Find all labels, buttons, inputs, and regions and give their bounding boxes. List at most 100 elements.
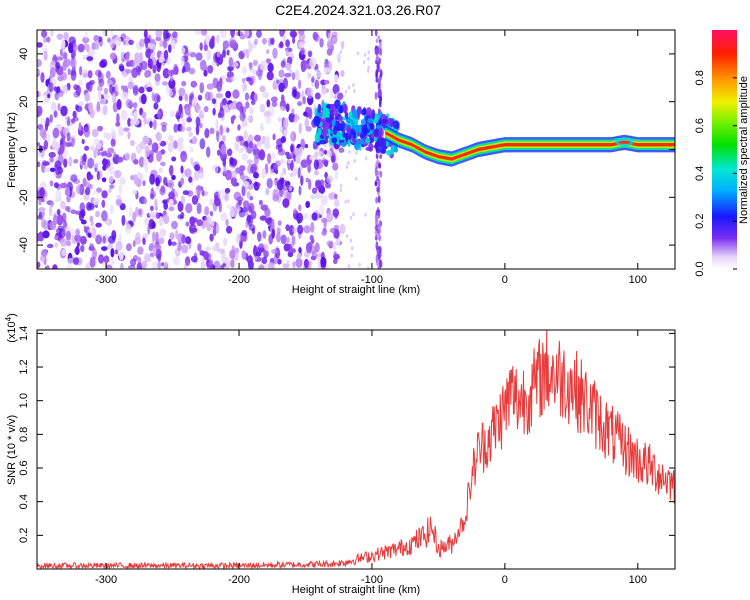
spectrogram-cell xyxy=(269,168,275,175)
spectrogram-cell xyxy=(313,115,321,127)
spectrogram-cell xyxy=(195,116,201,127)
spectrogram-cell xyxy=(149,121,153,128)
spectrogram-cell xyxy=(272,133,276,141)
snr-scale-label: (x104) xyxy=(4,313,18,343)
spectrogram-cell xyxy=(262,91,270,99)
spectrogram-cell xyxy=(39,255,46,263)
spectrogram-cell xyxy=(320,256,327,268)
spectrogram-cell xyxy=(304,143,309,149)
spectrogram-cell xyxy=(76,241,80,248)
spectrogram-cell xyxy=(238,209,246,218)
spectrogram-cell xyxy=(89,256,96,268)
spectrogram-cell xyxy=(158,57,163,63)
spectrogram-cell xyxy=(375,196,378,204)
spectrogram-cell xyxy=(171,39,176,50)
spectrogram-cell xyxy=(89,79,95,85)
spectrogram-cell xyxy=(279,30,285,37)
spectrogram-cell xyxy=(121,91,127,100)
spectrogram-cell xyxy=(362,107,367,114)
spectrogram-cell xyxy=(171,156,177,162)
spectrogram-cell xyxy=(61,39,66,50)
spectrogram-cell xyxy=(189,146,194,153)
spectrogram-cell xyxy=(253,93,258,102)
spectrogram-cell xyxy=(48,82,54,93)
spectrogram-cell xyxy=(293,91,301,100)
spectrogram-cell xyxy=(259,103,266,113)
spectrogram-cell xyxy=(54,146,59,152)
spectrogram-cell xyxy=(95,210,101,218)
snr-y-tick-label: 1.4 xyxy=(18,326,30,341)
spectrogram-cell xyxy=(151,142,159,153)
spectrogram-cell xyxy=(381,118,388,124)
spectrogram-cell xyxy=(332,208,340,218)
spectrogram-cell xyxy=(263,111,271,118)
spectrogram-cell xyxy=(105,70,111,79)
spectrogram-cell xyxy=(313,159,320,171)
spectrogram-cell xyxy=(298,204,302,212)
spectrogram-cell xyxy=(262,230,267,239)
spectrogram-cell xyxy=(347,199,350,204)
spectrogram-cell xyxy=(152,65,157,74)
spectrogram-cell xyxy=(326,103,331,109)
spectrogram-cell xyxy=(374,91,378,100)
spectrogram-cell xyxy=(215,34,220,44)
spectrogram-cell xyxy=(162,68,170,79)
spectrogram-cell xyxy=(225,169,232,181)
spectrogram-cell xyxy=(92,190,99,196)
spectrogram-cell xyxy=(181,80,187,87)
spectrogram-cell xyxy=(307,72,312,79)
spectrogram-cell xyxy=(199,82,205,94)
spectrogram-cell xyxy=(99,98,106,105)
spectrogram-cell xyxy=(84,92,91,102)
spectrogram-cell xyxy=(37,233,41,242)
spectrogram-cell xyxy=(347,264,350,269)
spectrogram-cell xyxy=(70,58,76,66)
spectrogram-cell xyxy=(242,181,250,188)
spectrogram-cell xyxy=(145,37,149,49)
spectrogram-cell xyxy=(43,139,49,150)
spectrogram-cell xyxy=(47,93,51,99)
spectrogram-cell xyxy=(82,36,90,44)
spectrogram-cell xyxy=(220,30,227,39)
spectrogram-cell xyxy=(266,216,273,226)
spectrogram-cell xyxy=(216,131,220,142)
spectrogram-cell xyxy=(253,154,259,165)
spectrogram-cell xyxy=(193,170,200,181)
spectrogram-cell xyxy=(250,163,258,173)
spectrogram-cell xyxy=(97,85,103,92)
spectrogram-cell xyxy=(232,89,240,99)
spectrogram-cell xyxy=(265,116,272,125)
spectrogram-cell xyxy=(347,85,351,90)
spectrogram-cell xyxy=(165,32,172,38)
spectrogram-cell xyxy=(292,261,296,269)
spectrogram-cell xyxy=(68,36,76,45)
spectrogram-cell xyxy=(309,155,316,161)
spectrogram-cell xyxy=(215,223,220,234)
snr-y-tick-label: 0.6 xyxy=(18,460,30,475)
spectrogram-cell xyxy=(339,50,343,54)
snr-y-ticks: 0.2 0.4 0.6 0.8 1.0 1.2 1.4 xyxy=(18,326,675,543)
spectrogram-cell xyxy=(102,164,107,171)
spectrogram-cell xyxy=(374,181,378,187)
spectrogram-cell xyxy=(209,127,215,135)
spectrogram-cell xyxy=(105,152,113,158)
spectrogram-cell xyxy=(363,122,368,132)
spectrogram-cell xyxy=(125,68,132,74)
spectrogram-cell xyxy=(319,140,327,145)
spectrogram-cell xyxy=(169,232,175,240)
snr-x-tick-label: -100 xyxy=(361,574,383,586)
snr-panel: -300 -200 -100 0 100 0.2 0.4 0.6 0.8 1.0 1.2 1.4 H… xyxy=(4,313,676,596)
spectrogram-cell xyxy=(79,235,87,245)
spectrogram-cell xyxy=(311,212,318,221)
figure-title: C2E4.2024.321.03.26.R07 xyxy=(275,2,441,18)
spectrogram-cell xyxy=(221,134,226,142)
spectrogram-cell xyxy=(328,193,335,201)
spectrogram-cell xyxy=(222,39,230,49)
spectrogram-cell xyxy=(144,145,151,158)
spectrogram-cell xyxy=(365,137,371,144)
spectrogram-cell xyxy=(89,243,95,251)
spectrogram-cell xyxy=(282,117,289,129)
spectrogram-cell xyxy=(95,39,100,51)
